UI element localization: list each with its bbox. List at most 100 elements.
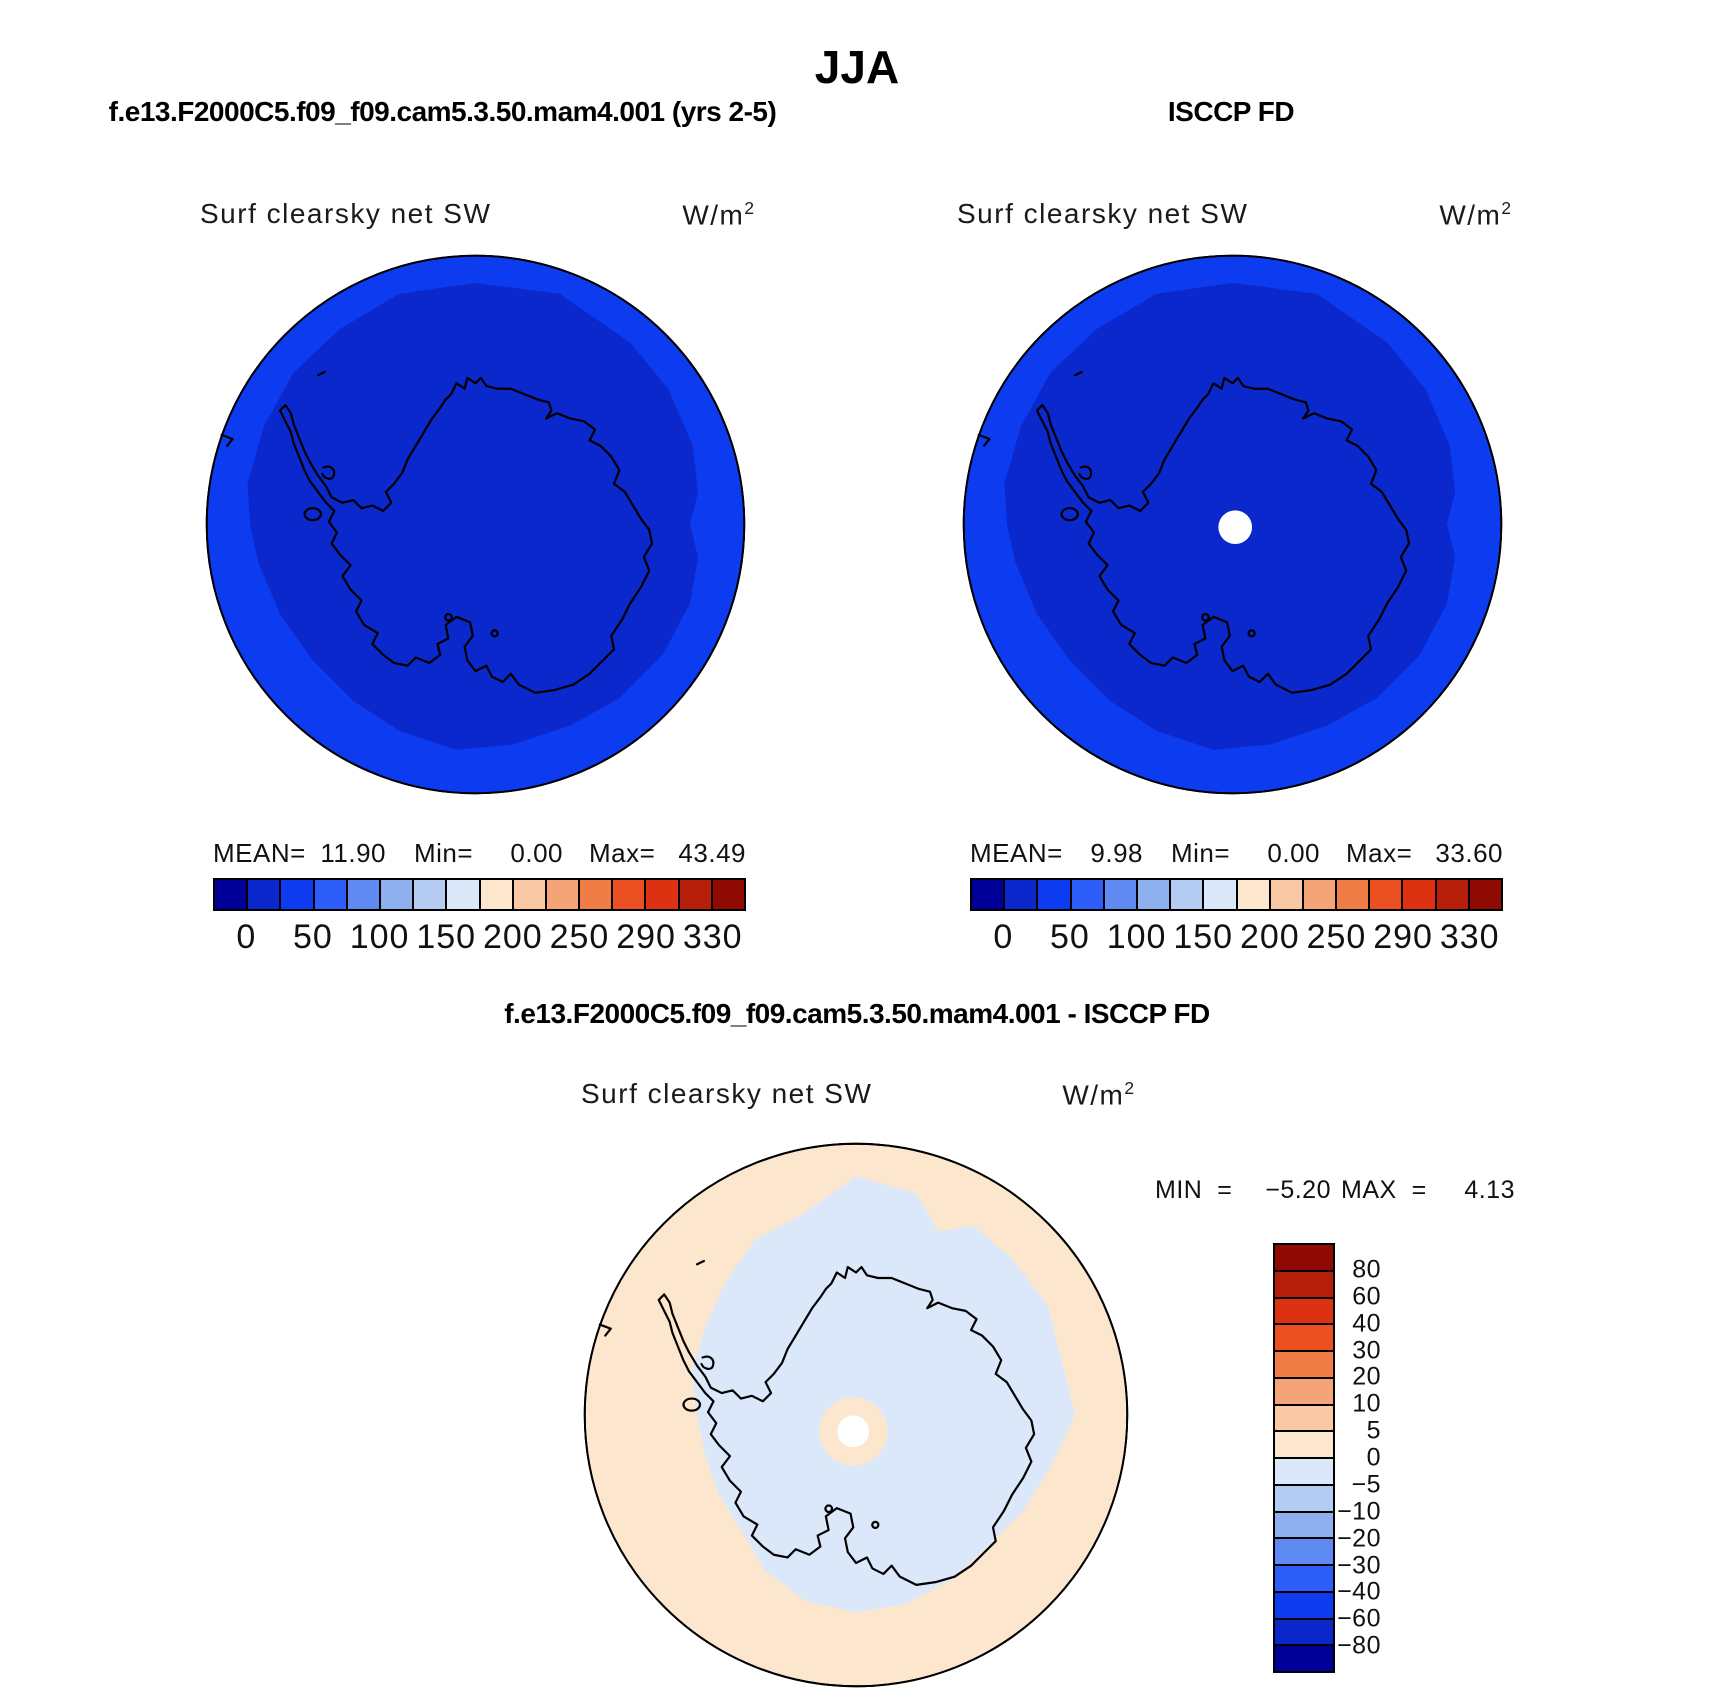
colorbar-tick-label: 0 (1366, 1443, 1381, 1472)
model-map-outline (205, 254, 746, 795)
model-max-label: Max= (589, 838, 656, 868)
model-panel-header: f.e13.F2000C5.f09_f09.cam5.3.50.mam4.001… (108, 96, 777, 127)
colorbar-tick-label: 50 (1050, 918, 1090, 956)
colorbar-tick-label: 330 (1439, 918, 1500, 956)
colorbar-cell (246, 880, 280, 909)
colorbar-tick-label: −80 (1337, 1631, 1381, 1660)
colorbar-tick-label: −20 (1337, 1524, 1381, 1553)
colorbar-cell (1202, 880, 1236, 909)
colorbar-tick-label: 150 (1173, 918, 1234, 956)
diff-minmax-row: MIN = −5.20 MAX = 4.13 (1155, 1176, 1515, 1206)
diff-max-label: MAX = (1341, 1176, 1427, 1204)
colorbar-tick-label: −40 (1337, 1577, 1381, 1606)
model-map (205, 254, 746, 795)
obs-mean-value: 9.98 (1090, 838, 1143, 868)
diff-map-outline (583, 1142, 1129, 1688)
colorbar-cell (1235, 880, 1269, 909)
obs-colorbar-ticks: 0 50 100 150 200 250 290 330 (970, 918, 1503, 958)
colorbar-cell (1102, 880, 1136, 909)
colorbar-cell (710, 880, 744, 909)
model-colorbar (213, 878, 746, 911)
colorbar-tick-label: 290 (1373, 918, 1433, 956)
colorbar-cell (1368, 880, 1402, 909)
obs-units-label: W/m2 (1439, 198, 1511, 231)
model-stats-row: MEAN= 11.90 Min= 0.00 Max= 43.49 (213, 838, 746, 870)
colorbar-tick-label: 40 (1352, 1309, 1381, 1338)
colorbar-cell (478, 880, 512, 909)
model-min-value: 0.00 (510, 838, 563, 868)
colorbar-cell (1301, 880, 1336, 909)
colorbar-cell (1434, 880, 1468, 909)
obs-map-outline (962, 254, 1503, 795)
obs-colorbar (970, 878, 1503, 911)
colorbar-cell (1275, 1564, 1333, 1591)
diff-max-value: 4.13 (1464, 1176, 1515, 1204)
colorbar-cell (1169, 880, 1203, 909)
obs-panel-header: ISCCP FD (1167, 96, 1295, 127)
colorbar-tick-label: 100 (349, 918, 410, 956)
colorbar-cell (345, 880, 379, 909)
colorbar-tick-label: 60 (1352, 1282, 1381, 1311)
colorbar-tick-label: 330 (682, 918, 743, 956)
colorbar-tick-label: 150 (416, 918, 477, 956)
colorbar-cell (1275, 1245, 1333, 1270)
obs-min-value: 0.00 (1267, 838, 1320, 868)
colorbar-tick-label: 250 (549, 918, 610, 956)
colorbar-cell (1275, 1510, 1333, 1538)
colorbar-cell (1335, 880, 1369, 909)
colorbar-tick-label: −10 (1337, 1497, 1381, 1526)
colorbar-cell (1275, 1323, 1333, 1350)
colorbar-cell (1275, 1483, 1333, 1511)
obs-stats-row: MEAN= 9.98 Min= 0.00 Max= 33.60 (970, 838, 1503, 870)
colorbar-cell (378, 880, 413, 909)
colorbar-tick-label: 10 (1352, 1389, 1381, 1418)
colorbar-tick-label: 30 (1352, 1336, 1381, 1364)
colorbar-cell (1268, 880, 1302, 909)
colorbar-cell (677, 880, 711, 909)
model-mean-label: MEAN= (213, 838, 306, 868)
obs-max-label: Max= (1346, 838, 1413, 868)
colorbar-tick-label: 0 (236, 918, 257, 956)
obs-missing-data-hole (1218, 510, 1253, 545)
colorbar-cell (1275, 1350, 1333, 1377)
colorbar-cell (1275, 1457, 1333, 1484)
colorbar-tick-label: 250 (1306, 918, 1367, 956)
colorbar-tick-label: 200 (1239, 918, 1300, 956)
colorbar-tick-label: 290 (616, 918, 676, 956)
colorbar-cell (972, 880, 1004, 909)
model-mean-value: 11.90 (320, 838, 386, 868)
colorbar-tick-label: −30 (1337, 1551, 1381, 1579)
colorbar-cell (1467, 880, 1501, 909)
diff-min-value: −5.20 (1265, 1176, 1331, 1204)
colorbar-tick-label: 50 (293, 918, 333, 956)
diff-units-label: W/m2 (1062, 1078, 1134, 1111)
colorbar-tick-label: 200 (482, 918, 543, 956)
colorbar-cell (1275, 1376, 1333, 1404)
colorbar-tick-label: 80 (1352, 1255, 1381, 1284)
diff-colorbar-ticks: 80 60 40 30 20 10 5 0 −5 −10 −20 −30 −40 −60 −80 (1321, 1243, 1381, 1673)
colorbar-cell (215, 880, 247, 909)
obs-min-label: Min= (1171, 838, 1231, 868)
diff-min-label: MIN = (1155, 1176, 1233, 1204)
colorbar-tick-label: 20 (1352, 1362, 1381, 1391)
colorbar-cell (1401, 880, 1435, 909)
colorbar-cell (1275, 1269, 1333, 1297)
difference-map (583, 1142, 1129, 1688)
colorbar-cell (1036, 880, 1070, 909)
colorbar-tick-label: −5 (1351, 1470, 1381, 1499)
colorbar-cell (644, 880, 678, 909)
diff-variable-row: Surf clearsky net SW W/m2 (581, 1078, 1134, 1111)
obs-mean-label: MEAN= (970, 838, 1063, 868)
colorbar-cell (1275, 1403, 1333, 1431)
colorbar-cell (1135, 880, 1170, 909)
colorbar-cell (412, 880, 446, 909)
colorbar-cell (611, 880, 645, 909)
model-units-label: W/m2 (682, 198, 754, 231)
colorbar-cell (1275, 1590, 1333, 1618)
obs-variable-label: Surf clearsky net SW (957, 198, 1249, 229)
diff-panel-header: f.e13.F2000C5.f09_f09.cam5.3.50.mam4.001… (504, 998, 1210, 1029)
colorbar-cell (445, 880, 479, 909)
colorbar-cell (1275, 1296, 1333, 1324)
colorbar-tick-label: 0 (993, 918, 1014, 956)
colorbar-cell (1003, 880, 1037, 909)
